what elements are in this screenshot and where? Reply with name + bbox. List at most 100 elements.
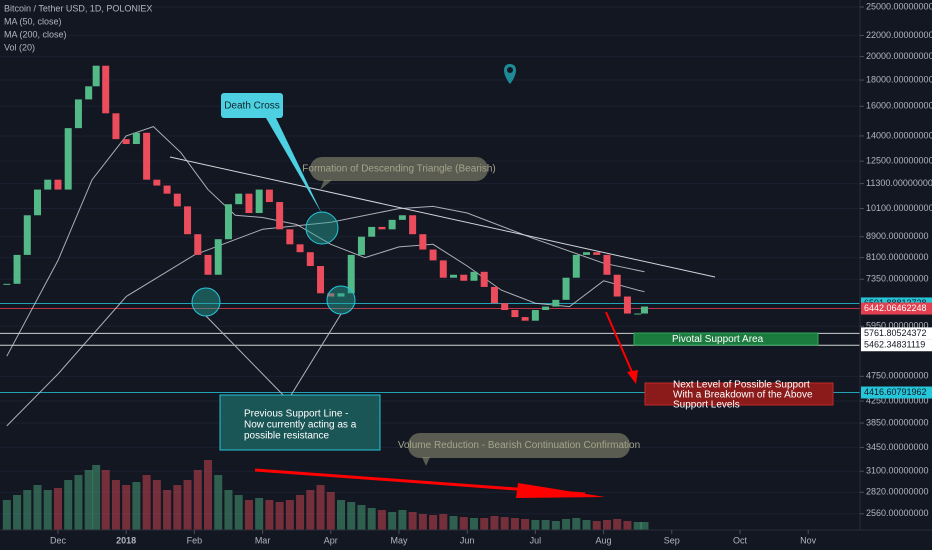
volume-bar [572,518,581,530]
candle [235,193,243,205]
volume-bar [173,485,182,530]
candle [317,266,325,294]
volume-bar [204,460,213,530]
volume-bar [459,517,468,530]
volume-bar [306,490,315,530]
candle [511,310,519,318]
volume-bar [244,500,253,530]
candle [562,277,570,300]
volume-bar [163,490,172,530]
volume-bar [633,522,642,530]
volume-bar [152,480,161,530]
candle [204,254,212,275]
candle [153,179,161,186]
x-tick-label: Apr [324,535,338,545]
volume-bar [92,465,101,530]
volume-bar [265,500,274,530]
pointer [320,180,332,190]
candle [132,132,140,145]
volume-bar [500,517,509,530]
volume-bar [316,485,325,530]
candle [286,229,294,245]
candle [44,179,52,190]
volume-bar [510,518,519,530]
volume-bar [23,490,32,530]
marker-pin [504,64,516,84]
trendline [169,156,716,278]
volume-bar [111,480,120,530]
chart-title: Bitcoin / Tether USD, 1D, POLONIEX [4,3,152,13]
annotation: Support Levels [673,400,740,411]
candle [327,293,335,297]
legend-entry: Vol (20) [4,42,35,52]
y-tick-label: 8900.00000000 [866,231,929,241]
candle [357,236,365,255]
volume-bar [408,512,417,530]
plot [0,6,860,530]
candle [460,274,468,281]
candle [398,215,406,220]
y-tick-label: 5950.00000000 [866,321,929,331]
volume-bar [336,500,345,530]
candle [214,239,222,275]
volume-bar [377,510,386,530]
volume-bar [388,512,397,530]
ma-line [6,205,645,427]
price-label: 5761.80524372 [864,328,927,338]
candle [85,86,93,100]
support-circle [326,285,356,315]
pointer [205,315,289,401]
support-circle [191,287,221,317]
y-tick-label: 7350.00000000 [866,274,929,284]
volume-bar [449,516,458,530]
y-tick-label: 3850.00000000 [866,417,929,427]
candle [409,215,417,235]
candle [623,296,631,314]
candle [3,283,11,285]
volume-bar [582,520,591,530]
volume-bar [132,482,141,530]
candle [194,234,202,255]
candle [265,189,273,203]
volume-bar [275,502,284,530]
callout [644,382,834,406]
y-tick-label: 2820.00000000 [866,487,929,497]
volume-bar [214,475,223,530]
volume-bar [326,492,335,530]
candle [306,252,314,267]
annotation: With a Breakdown of the Above [673,390,813,401]
candle [143,132,151,180]
volume-bar [418,514,427,530]
candle [276,202,284,230]
y-tick-label: 4250.00000000 [866,395,929,405]
candle [13,254,21,284]
arrow-head [627,370,638,384]
x-tick-label: Jun [460,535,475,545]
volume-bar [285,500,294,530]
callout [408,433,630,458]
legend-entry: MA (200, close) [4,29,67,39]
volume-bar [183,480,192,530]
callout [310,157,488,181]
candle [102,65,110,114]
annotation: Now currently acting as a [244,420,357,431]
candle [552,299,560,307]
volume-bar [347,502,356,530]
annotation: Volume Reduction - Bearish Continuation … [398,440,640,451]
volume-bar [429,515,438,530]
y-tick-label: 10100.00000000 [866,203,932,213]
x-tick-label: Nov [800,535,817,545]
candle [480,271,488,287]
volume-bar [623,521,632,530]
volume-bar [296,495,305,530]
volume-bar [562,519,571,530]
volume-bar [74,475,83,530]
y-tick-label: 16000.00000000 [866,101,932,111]
candle [64,128,72,190]
marker-pin [507,67,513,73]
x-tick-label: Dec [50,535,67,545]
candle [74,99,82,129]
annotation: possible resistance [244,431,329,442]
y-tick-label: 18000.00000000 [866,74,932,84]
callout [633,332,819,346]
